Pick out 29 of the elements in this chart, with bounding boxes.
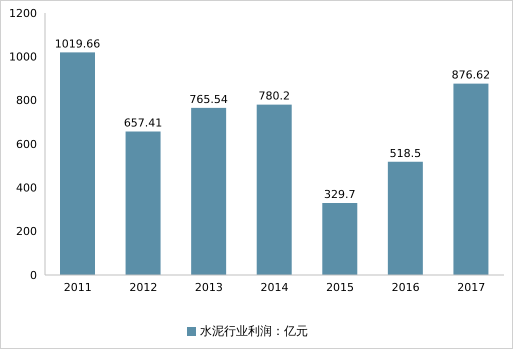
bar: [126, 131, 161, 275]
y-tick-label: 1200: [9, 6, 37, 20]
bar: [453, 84, 488, 275]
x-tick-label: 2017: [457, 280, 486, 294]
y-tick-label: 800: [16, 94, 37, 108]
y-tick-label: 0: [30, 268, 37, 282]
legend-label: 水泥行业利润：亿元: [200, 324, 308, 338]
bar: [322, 203, 358, 275]
bar: [60, 52, 95, 275]
bar: [256, 104, 292, 275]
bar: [388, 162, 423, 275]
data-label: 876.62: [452, 68, 490, 82]
data-label: 518.5: [390, 146, 422, 160]
data-label: 657.41: [124, 116, 162, 130]
x-tick-label: 2014: [260, 280, 288, 294]
y-tick-label: 600: [16, 138, 37, 151]
x-tick-label: 2012: [129, 280, 158, 294]
y-tick-label: 200: [16, 225, 37, 238]
data-label: 765.54: [189, 92, 228, 106]
x-tick-label: 2016: [392, 280, 420, 294]
x-tick-label: 2011: [64, 280, 92, 294]
data-label: 1019.66: [54, 37, 100, 50]
y-tick-label: 400: [16, 182, 37, 195]
x-tick-label: 2013: [194, 280, 223, 294]
x-tick-label: 2015: [326, 280, 354, 294]
bar: [191, 108, 226, 275]
y-tick-label: 1000: [9, 50, 37, 64]
data-label: 780.2: [258, 90, 290, 103]
data-label: 329.7: [324, 188, 356, 202]
